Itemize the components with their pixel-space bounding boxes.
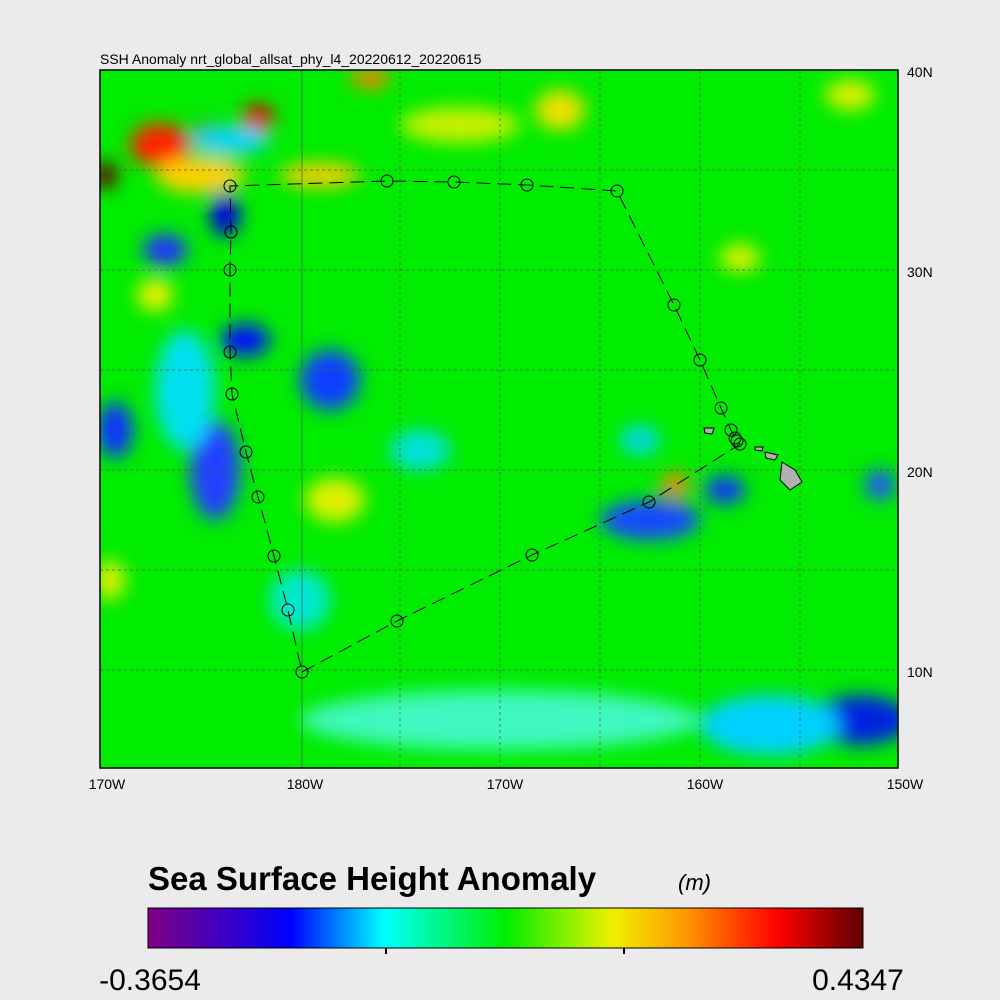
- track: [223, 174, 747, 679]
- x-label: 180W: [287, 776, 324, 792]
- y-label: 30N: [907, 264, 933, 280]
- x-label: 170W: [487, 776, 524, 792]
- track-point: [730, 434, 744, 448]
- anomaly-blob: [390, 430, 450, 470]
- y-label: 20N: [907, 464, 933, 480]
- anomaly-blob: [130, 123, 190, 167]
- track-point: [642, 495, 656, 509]
- anomaly-blob: [137, 279, 173, 311]
- anomaly-blob: [100, 161, 117, 189]
- track-point: [224, 225, 238, 239]
- colorbar-unit: (m): [678, 870, 711, 895]
- anomaly-blob: [155, 157, 245, 193]
- anomaly-blob: [242, 104, 274, 132]
- anomaly-blob: [155, 330, 215, 450]
- track-point: [380, 174, 394, 188]
- colorbar-title: Sea Surface Height Anomaly: [148, 860, 597, 897]
- track-point: [267, 549, 281, 563]
- track-point: [251, 490, 265, 504]
- anomaly-blob: [300, 350, 360, 410]
- track-point: [693, 353, 707, 367]
- anomaly-blob: [190, 126, 270, 154]
- track-point: [281, 603, 295, 617]
- islands: [703, 427, 803, 491]
- anomaly-blob: [220, 324, 270, 356]
- anomaly-blob: [100, 402, 133, 458]
- colorbar: [147, 907, 864, 949]
- x-label: 150W: [887, 776, 924, 792]
- map-field: [100, 70, 898, 768]
- track-point: [223, 345, 237, 359]
- anomaly-blob: [143, 234, 187, 266]
- track-point: [295, 665, 309, 679]
- anomaly-blob: [270, 570, 330, 630]
- anomaly-blob: [535, 90, 585, 130]
- map-title: SSH Anomaly nrt_global_allsat_phy_l4_202…: [100, 51, 482, 67]
- anomaly-blob: [350, 70, 390, 88]
- anomaly-blob: [661, 473, 689, 497]
- anomaly-field: [100, 70, 898, 755]
- anomaly-blob: [705, 476, 745, 504]
- track-point: [447, 175, 461, 189]
- anomaly-blob: [700, 695, 840, 755]
- track-point: [239, 445, 253, 459]
- y-label: 40N: [907, 64, 933, 80]
- grid: [100, 70, 898, 768]
- track-point: [667, 298, 681, 312]
- anomaly-blob: [865, 470, 895, 500]
- track-point: [223, 263, 237, 277]
- track-point: [520, 178, 534, 192]
- track-point: [724, 423, 738, 437]
- anomaly-blob: [600, 500, 700, 540]
- track-point: [714, 401, 728, 415]
- colorbar-min: -0.3654: [99, 964, 201, 997]
- anomaly-blob: [620, 426, 660, 454]
- colorbar-max: 0.4347: [812, 964, 904, 997]
- track-point: [225, 387, 239, 401]
- anomaly-blob: [720, 244, 760, 272]
- track-point: [390, 614, 404, 628]
- x-label: 160W: [687, 776, 724, 792]
- track-point: [728, 431, 742, 445]
- x-label: 170W: [89, 776, 126, 792]
- map-frame: [99, 69, 899, 769]
- y-label: 10N: [907, 664, 933, 680]
- track-line: [229, 180, 741, 673]
- anomaly-blob: [825, 80, 875, 110]
- track-point: [525, 548, 539, 562]
- track-point: [223, 179, 237, 193]
- anomaly-blob: [280, 163, 360, 187]
- x-labels: 170W 180W 170W 160W 150W: [89, 776, 924, 792]
- anomaly-blob: [400, 107, 520, 143]
- y-labels: 40N 30N 20N 10N: [907, 64, 933, 680]
- anomaly-blob: [305, 478, 365, 522]
- track-point: [610, 184, 624, 198]
